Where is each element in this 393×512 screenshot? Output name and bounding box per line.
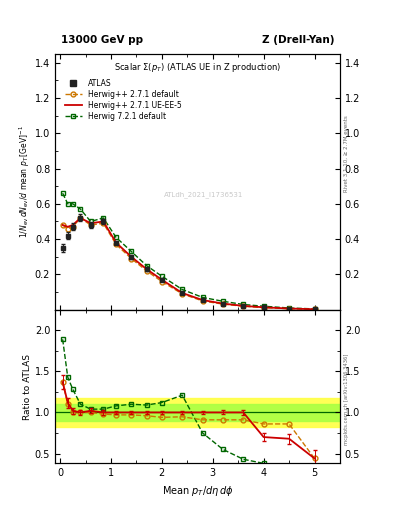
Y-axis label: $1/N_\mathrm{ev}\,dN_\mathrm{ev}/d$ mean $p_T\,[\mathrm{GeV}]^{-1}$: $1/N_\mathrm{ev}\,dN_\mathrm{ev}/d$ mean… <box>18 125 32 238</box>
Text: 13000 GeV pp: 13000 GeV pp <box>61 35 143 45</box>
Text: Rivet 3.1.10, ≥ 2.7M events: Rivet 3.1.10, ≥ 2.7M events <box>344 115 349 192</box>
Text: mcplots.cern.ch [arXiv:1306.3436]: mcplots.cern.ch [arXiv:1306.3436] <box>344 354 349 445</box>
Bar <box>55 404 340 421</box>
Legend: ATLAS, Herwig++ 2.7.1 default, Herwig++ 2.7.1 UE-EE-5, Herwig 7.2.1 default: ATLAS, Herwig++ 2.7.1 default, Herwig++ … <box>62 75 184 124</box>
Y-axis label: Ratio to ATLAS: Ratio to ATLAS <box>23 354 32 419</box>
Text: Scalar $\Sigma(p_T)$ (ATLAS UE in Z production): Scalar $\Sigma(p_T)$ (ATLAS UE in Z prod… <box>114 61 281 74</box>
Bar <box>55 398 340 427</box>
X-axis label: Mean $p_T/d\eta\,d\phi$: Mean $p_T/d\eta\,d\phi$ <box>162 484 233 498</box>
Text: Z (Drell-Yan): Z (Drell-Yan) <box>262 35 334 45</box>
Text: ATLdh_2021_I1736531: ATLdh_2021_I1736531 <box>163 191 243 198</box>
